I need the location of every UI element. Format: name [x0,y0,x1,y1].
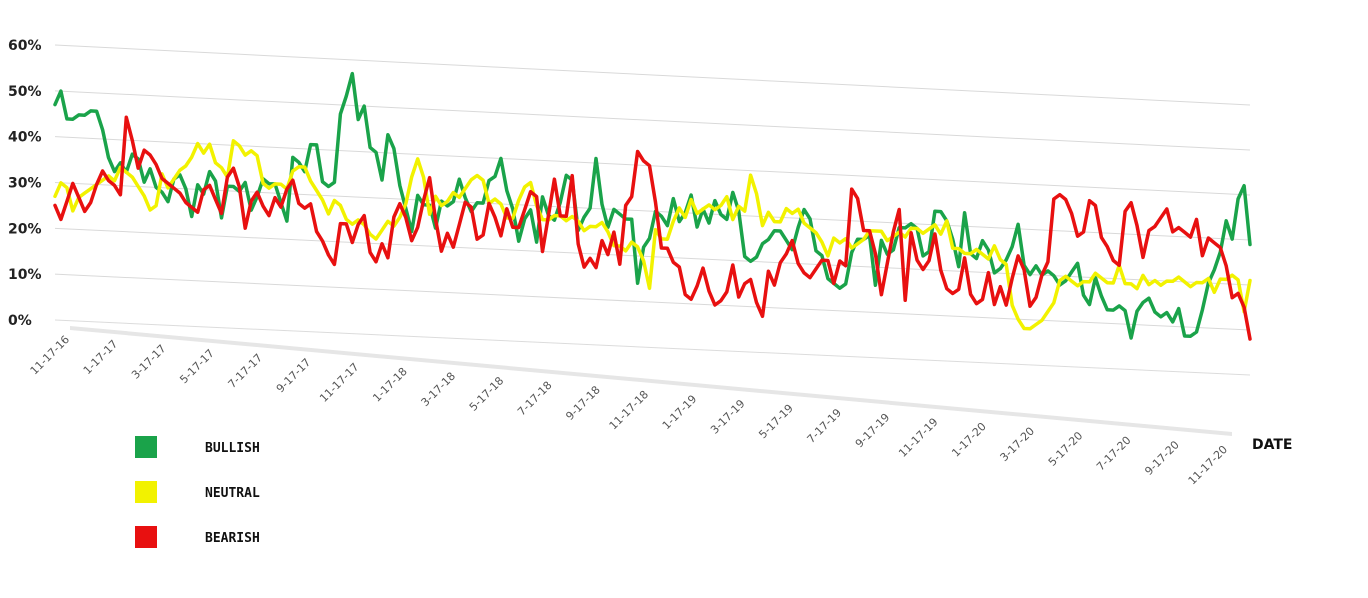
x-tick-label: 11-17-19 [896,415,941,460]
legend-label-neutral: NEUTRAL [205,486,260,501]
x-tick-label: 11-17-20 [1186,443,1231,488]
x-tick-label: 9-17-18 [563,383,603,423]
x-tick-label: 11-17-17 [317,360,362,405]
legend: BULLISH NEUTRAL BEARISH [135,436,260,548]
series-line-neutral [53,139,1252,331]
grid-layer [54,44,1251,331]
legend-swatch-neutral [135,481,157,503]
gridline [54,90,1251,151]
legend-label-bullish: BULLISH [205,441,260,456]
x-tick-label: 9-17-19 [853,411,893,451]
y-tick-label: 40% [8,130,42,146]
gridline [54,136,1251,196]
x-tick-label: 1-17-20 [949,420,989,460]
x-tick-label: 5-17-18 [467,374,507,414]
gridline [54,44,1251,106]
series-layer [53,71,1252,341]
series-line-bullish [53,71,1252,340]
y-tick-label: 0% [8,313,32,329]
x-tick-label: 9-17-20 [1142,438,1182,478]
x-tick-label: 9-17-17 [274,356,314,396]
series-line-bearish [53,115,1252,341]
x-tick-label: 1-17-17 [81,338,121,378]
x-tick-label: 7-17-17 [226,351,266,391]
x-tick-label: 7-17-19 [805,406,845,446]
axis-layer [54,319,1251,436]
x-tick-label: 5-17-20 [1046,429,1086,469]
baseline [54,319,1251,376]
legend-swatch-bearish [135,526,157,548]
gridline [54,273,1251,331]
y-tick-label: 60% [8,38,42,54]
x-tick-label: 3-17-18 [419,370,459,410]
x-tick-label: 11-17-18 [607,388,652,433]
x-tick-label: 3-17-20 [998,425,1038,465]
x-axis-title: DATE [1252,437,1292,453]
x-tick-label: 7-17-18 [515,379,555,419]
x-tick-label: 3-17-17 [129,342,169,382]
x-tick-labels: 11-17-16 1-17-17 3-17-17 5-17-17 7-17-17 9-17… [28,333,1231,488]
legend-swatch-bullish [135,436,157,458]
y-tick-label: 30% [8,176,42,192]
x-tick-label: 1-17-19 [660,393,700,433]
x-tick-label: 5-17-19 [756,402,796,442]
x-tick-label: 1-17-18 [370,365,410,405]
y-tick-label: 10% [8,267,42,283]
x-tick-label: 3-17-19 [708,397,748,437]
y-tick-label: 20% [8,221,42,237]
y-tick-labels: 0% 10% 20% 30% 40% 50% 60% [8,38,42,329]
y-tick-label: 50% [8,84,42,100]
x-axis-floor [70,326,1232,436]
legend-label-bearish: BEARISH [205,531,260,546]
x-tick-label: 7-17-20 [1094,434,1134,474]
x-tick-label: 5-17-17 [177,347,217,387]
x-tick-label: 11-17-16 [28,333,73,378]
